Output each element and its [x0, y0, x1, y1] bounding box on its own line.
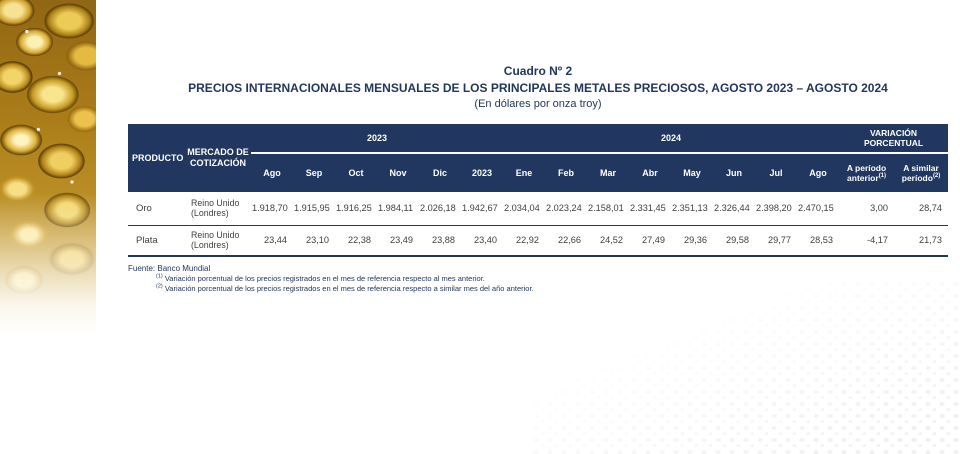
table-number-heading: Cuadro Nº 2 [503, 64, 573, 78]
col-header-month-ago-2024: Ago [797, 153, 840, 192]
price-cell: 2.351,13 [672, 203, 708, 214]
price-cell: 2.331,45 [630, 203, 666, 214]
price-cell: 1.918,70 [252, 203, 288, 214]
price-cell: 1.916,25 [336, 203, 372, 214]
col-header-month-may-2024: May [671, 153, 713, 192]
price-cell: 29,77 [768, 235, 791, 246]
col-header-month-abr-2024: Abr [629, 153, 671, 192]
price-cell: 1.915,95 [294, 203, 330, 214]
col-group-variacion-porcentual: VARIACIÓN PORCENTUAL [839, 124, 949, 154]
price-cell: 2.158,01 [588, 203, 624, 214]
source-block: Fuente: Banco Mundial (1) Variación porc… [128, 264, 948, 293]
variation-similar-period-cell: 21,73 [919, 235, 943, 246]
price-cell: 29,58 [726, 235, 749, 246]
market-name: Reino Unido (Londres) [191, 230, 240, 251]
price-cell: 23,10 [306, 235, 329, 246]
price-cell: 22,38 [348, 235, 371, 246]
price-cell: 2.470,15 [798, 203, 834, 214]
variation-previous-period-cell: 3,00 [870, 203, 889, 214]
table-header: PRODUCTO MERCADO DE COTIZACIÓN 2023 2024… [128, 124, 949, 192]
footnote-1-text: Variación porcentual de los precios regi… [164, 274, 485, 283]
col-header-var-similar-periodo: A similar período(2) [894, 153, 949, 192]
price-cell: 23,49 [390, 235, 413, 246]
price-cell-annual-2023: 23,40 [474, 235, 497, 246]
price-cell: 2.034,04 [504, 203, 540, 214]
precious-metals-price-table: PRODUCTO MERCADO DE COTIZACIÓN 2023 2024… [128, 124, 949, 257]
col-group-2024: 2024 [503, 124, 840, 154]
price-cell: 23,44 [264, 235, 287, 246]
col-header-month-nov-2023: Nov [377, 153, 419, 192]
table-row-oro: Oro Reino Unido (Londres) 1.918,70 1.915… [128, 192, 949, 225]
price-cell: 27,49 [642, 235, 665, 246]
col-header-month-sep-2023: Sep [293, 153, 335, 192]
col-header-var-periodo-anterior: A período anterior(1) [839, 153, 895, 192]
table-body: Oro Reino Unido (Londres) 1.918,70 1.915… [128, 192, 949, 256]
col-header-producto: PRODUCTO [128, 124, 185, 192]
price-cell: 2.023,24 [546, 203, 582, 214]
price-cell: 1.984,11 [378, 203, 414, 214]
var-similar-footnote-mark: (2) [932, 173, 941, 180]
col-header-month-feb-2024: Feb [545, 153, 587, 192]
market-name: Reino Unido (Londres) [191, 198, 240, 219]
price-cell: 22,92 [516, 235, 539, 246]
col-group-2023: 2023 [251, 124, 503, 154]
var-anterior-label: A período anterior [846, 163, 887, 183]
price-cell: 2.326,44 [714, 203, 750, 214]
col-header-month-ago-2023: Ago [251, 153, 293, 192]
footnote-2-mark: (2) [156, 283, 163, 289]
gold-nuggets-photo [0, 0, 96, 350]
footnote-1: (1) Variación porcentual de los precios … [156, 274, 948, 284]
footnote-2-text: Variación porcentual de los precios regi… [164, 283, 534, 293]
col-header-month-oct-2023: Oct [335, 153, 377, 192]
price-cell: 2.398,20 [756, 203, 792, 214]
price-cell: 23,88 [432, 235, 455, 246]
price-cell: 2.026,18 [420, 203, 456, 214]
price-cell: 29,36 [684, 235, 707, 246]
col-header-month-jul-2024: Jul [755, 153, 797, 192]
price-cell: 22,66 [558, 235, 581, 246]
col-header-month-jun-2024: Jun [713, 153, 755, 192]
col-header-month-dic-2023: Dic [419, 153, 461, 192]
corner-halftone-texture [530, 279, 960, 454]
var-similar-label: A similar período [901, 163, 939, 183]
col-header-annual-2023: 2023 [461, 153, 503, 192]
footnote-2: (2) Variación porcentual de los precios … [156, 283, 948, 294]
col-header-month-ene-2024: Ene [503, 153, 545, 192]
variation-previous-period-cell: -4,17 [867, 235, 889, 246]
price-cell: 28,53 [810, 235, 834, 246]
product-name: Plata [136, 234, 158, 246]
variation-similar-period-cell: 28,74 [919, 203, 943, 214]
col-header-mercado-cotizacion: MERCADO DE COTIZACIÓN [185, 124, 251, 192]
table-row-plata: Plata Reino Unido (Londres) 23,44 23,10 … [128, 225, 948, 256]
table-content-block: Cuadro Nº 2 PRECIOS INTERNACIONALES MENS… [128, 64, 949, 293]
price-cell-annual-2023: 1.942,67 [462, 203, 498, 214]
footnote-1-mark: (1) [156, 273, 163, 280]
col-header-month-mar-2024: Mar [587, 153, 629, 192]
product-name: Oro [136, 202, 152, 214]
var-anterior-footnote-mark: (1) [878, 173, 887, 180]
page-subtitle: (En dólares por onza troy) [474, 98, 602, 110]
page-title: PRECIOS INTERNACIONALES MENSUALES DE LOS… [188, 81, 888, 95]
price-cell: 24,52 [600, 235, 623, 246]
source-line: Fuente: Banco Mundial [128, 264, 211, 273]
